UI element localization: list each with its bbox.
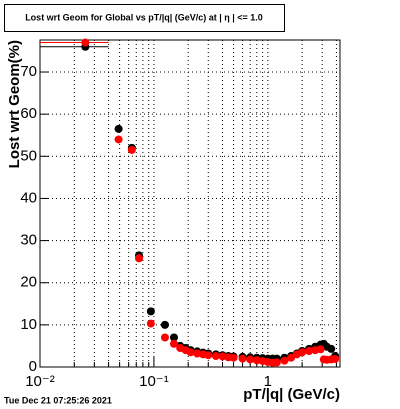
marker bbox=[316, 345, 325, 354]
y-axis-label: Lost wrt Geom(%) bbox=[6, 40, 23, 168]
x-tick-label: 10⁻² bbox=[25, 373, 55, 390]
marker bbox=[186, 348, 195, 357]
plot-frame bbox=[39, 39, 341, 368]
y-tick-label: 60 bbox=[20, 105, 37, 122]
marker bbox=[135, 254, 144, 263]
marker bbox=[160, 320, 169, 329]
x-axis-label: pT/|q| (GeV/c) bbox=[243, 386, 340, 403]
marker bbox=[169, 333, 178, 342]
marker bbox=[114, 135, 123, 144]
marker bbox=[127, 145, 136, 154]
marker bbox=[287, 353, 296, 362]
marker bbox=[169, 339, 178, 348]
title-box bbox=[4, 4, 285, 32]
marker bbox=[280, 356, 289, 365]
marker bbox=[204, 351, 213, 360]
marker bbox=[211, 352, 220, 361]
marker bbox=[305, 346, 314, 355]
y-tick-label: 20 bbox=[20, 274, 37, 291]
marker bbox=[146, 319, 155, 328]
marker bbox=[160, 333, 169, 342]
y-tick-label: 50 bbox=[20, 147, 37, 164]
y-tick-label: 30 bbox=[20, 232, 37, 249]
marker bbox=[114, 124, 123, 133]
marker bbox=[272, 358, 281, 367]
y-tick-label: 10 bbox=[20, 316, 37, 333]
marker bbox=[229, 353, 238, 362]
marker bbox=[81, 38, 90, 47]
marker bbox=[298, 348, 307, 357]
y-tick-label: 0 bbox=[29, 358, 37, 375]
marker bbox=[238, 354, 247, 363]
marker bbox=[146, 307, 155, 316]
y-tick-label: 70 bbox=[20, 63, 37, 80]
x-tick-label: 10⁻¹ bbox=[139, 373, 169, 390]
footer: Tue Dec 21 07:25:26 2021 bbox=[4, 395, 112, 405]
marker bbox=[331, 354, 340, 363]
x-tick-label: 1 bbox=[264, 373, 272, 390]
y-tick-label: 40 bbox=[20, 189, 37, 206]
marker bbox=[327, 344, 336, 353]
chart-title: Lost wrt Geom for Global vs pT/|q| (GeV/… bbox=[25, 12, 263, 22]
marker bbox=[246, 355, 255, 364]
